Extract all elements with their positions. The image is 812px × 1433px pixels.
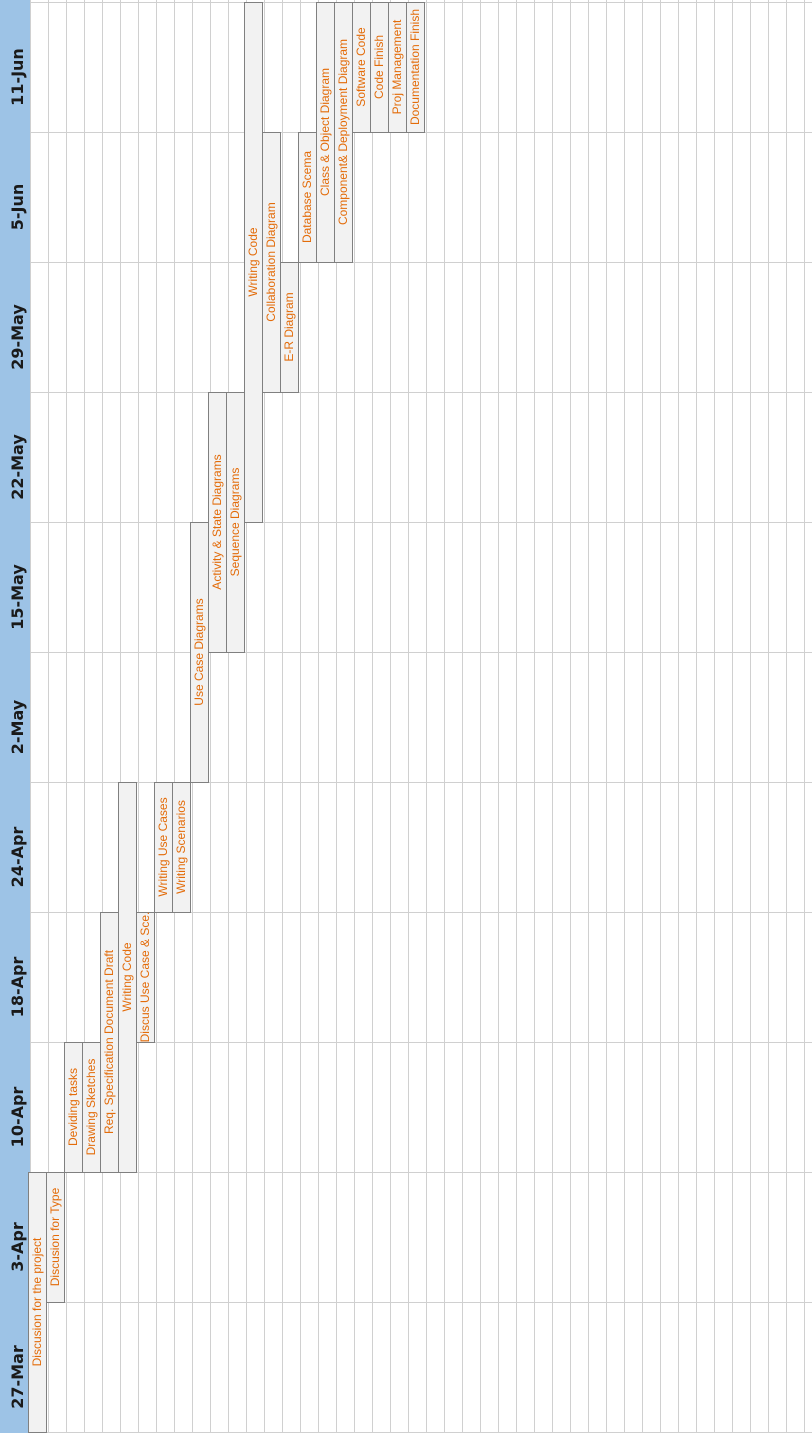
date-band: 27-Mar 3-Apr 10-Apr 18-Apr 24-Apr 2-May 15-May… — [0, 0, 30, 1433]
task-label: Discusion for the project — [30, 1237, 44, 1366]
date-tick-label: 18-Apr — [8, 957, 27, 1018]
task-bar — [280, 262, 299, 393]
date-tick-label: 15-May — [8, 564, 27, 630]
grid-lines — [30, 0, 812, 1433]
task-label: Writing Code — [246, 227, 260, 296]
task-labels: Discusion for the project Discusion for T… — [30, 9, 422, 1366]
date-band-background — [0, 0, 30, 1433]
task-label: Class & Object Diagram — [318, 68, 332, 196]
task-label: Software Code — [354, 27, 368, 107]
date-tick-label: 27-Mar — [8, 1345, 27, 1409]
date-tick-label: 5-Jun — [8, 184, 27, 231]
date-tick-label: 10-Apr — [8, 1087, 27, 1148]
task-label: Sequence Diagrams — [228, 468, 242, 577]
task-label: Discusion for Type — [48, 1187, 62, 1286]
task-label: Deviding tasks — [66, 1068, 80, 1146]
task-bar — [172, 782, 191, 913]
task-label: Writing Code — [120, 942, 134, 1011]
task-label: Discus Use Case & Sce. — [138, 912, 152, 1043]
date-tick-label: 29-May — [8, 304, 27, 370]
task-label: E-R Diagram — [282, 292, 296, 361]
task-label: Use Case Diagrams — [192, 598, 206, 705]
date-tick-label: 3-Apr — [8, 1222, 27, 1272]
task-label: Proj Management — [390, 19, 404, 114]
task-bars — [28, 2, 425, 1433]
task-label: Writing Use Cases — [156, 797, 170, 896]
task-bar — [46, 1172, 65, 1303]
task-label: Code Finish — [372, 35, 386, 99]
date-tick-label: 24-Apr — [8, 827, 27, 888]
task-label: Collaboration Diagram — [264, 202, 278, 321]
task-label: Req. Specification Document Draft — [102, 949, 116, 1134]
task-label: Activity & State Diagrams — [210, 454, 224, 589]
task-bar — [136, 912, 155, 1043]
date-tick-label: 11-Jun — [8, 48, 27, 106]
task-label: Drawing Sketches — [84, 1059, 98, 1156]
task-label: Component& Deployment Diagram — [336, 39, 350, 225]
task-label: Documentation Finish — [408, 9, 422, 125]
task-bar — [406, 2, 425, 133]
task-label: Database Scema — [300, 151, 314, 243]
task-label: Writing Scenarios — [174, 800, 188, 894]
date-tick-label: 22-May — [8, 434, 27, 500]
date-tick-label: 2-May — [8, 699, 27, 754]
